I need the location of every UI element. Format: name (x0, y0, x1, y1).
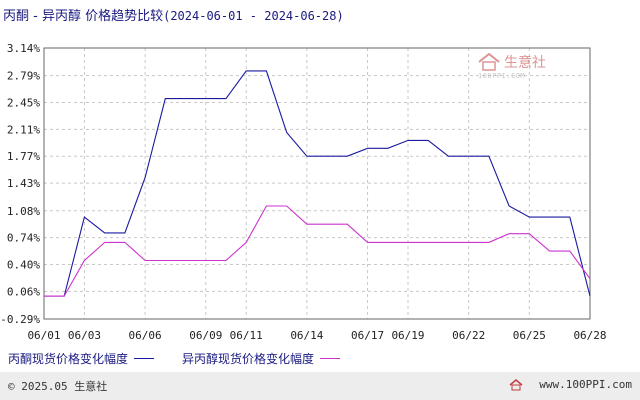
series-line-acetone (44, 70, 591, 297)
x-tick-label: 06/01 (27, 329, 60, 342)
y-tick-label: 2.11% (7, 123, 40, 136)
y-tick-label: 1.08% (7, 205, 40, 218)
x-tick-label: 06/11 (230, 329, 263, 342)
chart-series (44, 70, 591, 297)
legend-swatch-acetone (134, 358, 155, 359)
y-tick-label: 3.14% (7, 42, 40, 55)
x-tick-label: 06/25 (513, 329, 546, 342)
x-tick-label: 06/19 (391, 329, 424, 342)
footer-site-link[interactable]: www.100PPI.com (539, 378, 632, 391)
legend-item-acetone: 丙酮现货价格变化幅度 (8, 350, 155, 367)
legend-swatch-ipa (320, 358, 341, 359)
legend-label-acetone: 丙酮现货价格变化幅度 (8, 352, 129, 366)
x-tick-label: 06/09 (189, 329, 222, 342)
series-line-ipa (44, 205, 591, 297)
watermark-site: 100PPI.COM (478, 72, 526, 80)
y-tick-label: 1.77% (7, 150, 40, 163)
x-tick-label: 06/22 (452, 329, 485, 342)
chart-plot: 3.14% 2.79% 2.45% 2.11% 1.77% 1.43% 1.08% 0.74%… (0, 42, 606, 342)
chart-title-date-range: (2024-06-01 - 2024-06-28) (163, 9, 344, 23)
x-tick-label: 06/17 (351, 329, 384, 342)
watermark-brand: 生意社 (504, 55, 546, 71)
x-tick-label: 06/06 (129, 329, 162, 342)
y-tick-label: -0.29% (0, 313, 40, 326)
x-tick-label: 06/03 (68, 329, 101, 342)
legend-label-ipa: 异丙醇现货价格变化幅度 (182, 352, 315, 366)
chart-grid (43, 47, 591, 320)
chart-legend: 丙酮现货价格变化幅度 异丙醇现货价格变化幅度 (8, 350, 341, 367)
x-tick-label: 06/14 (290, 329, 323, 342)
site-logo-icon (509, 378, 523, 390)
y-tick-label: 1.43% (7, 177, 40, 190)
chart-title: 丙酮 - 异丙醇 价格趋势比较(2024-06-01 - 2024-06-28) (3, 5, 344, 24)
chart-title-main: 丙酮 - 异丙醇 价格趋势比较 (3, 9, 164, 24)
y-axis-tick-labels: 3.14% 2.79% 2.45% 2.11% 1.77% 1.43% 1.08% 0.74%… (0, 42, 40, 326)
plot-frame (43, 47, 591, 320)
x-axis-tick-labels: 06/01 06/03 06/06 06/09 06/11 06/14 06/17 06/19… (27, 329, 606, 342)
footer-copyright: © 2025.05 生意社 (8, 380, 108, 393)
footer-bar: © 2025.05 生意社 www.100PPI.com (0, 372, 640, 400)
footer-site[interactable]: www.100PPI.com (509, 378, 632, 391)
legend-item-ipa: 异丙醇现货价格变化幅度 (182, 350, 341, 367)
watermark-logo: 生意社 100PPI.COM (478, 52, 546, 80)
y-tick-label: 0.74% (7, 232, 40, 245)
x-tick-label: 06/28 (573, 329, 606, 342)
y-tick-label: 2.45% (7, 97, 40, 110)
y-tick-label: 0.40% (7, 258, 40, 271)
y-tick-label: 2.79% (7, 70, 40, 83)
y-tick-label: 0.06% (7, 285, 40, 298)
house-logo-icon (478, 53, 500, 71)
